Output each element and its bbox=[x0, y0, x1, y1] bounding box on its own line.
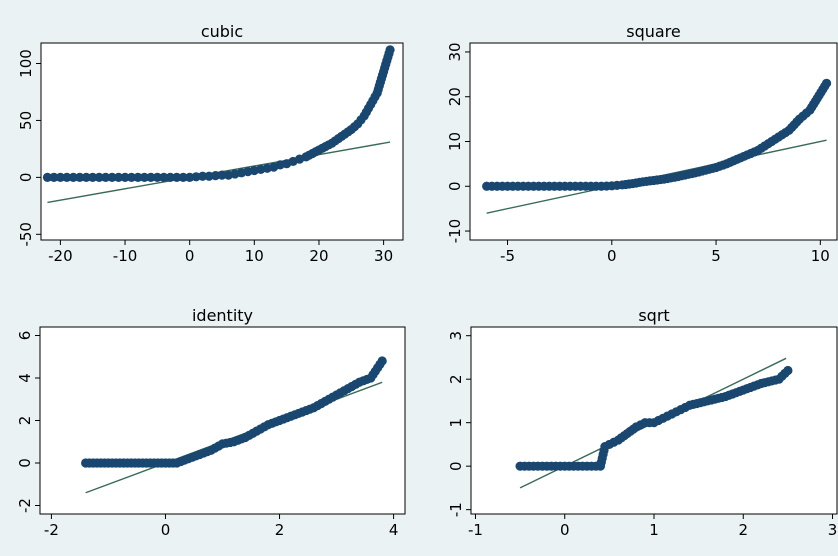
x-tick-label: -10 bbox=[113, 247, 138, 265]
data-point bbox=[107, 172, 117, 182]
data-point bbox=[49, 172, 59, 182]
panel-title: square bbox=[626, 22, 681, 41]
data-point bbox=[178, 172, 188, 182]
y-tick-label: -1 bbox=[447, 502, 465, 517]
x-tick-label: 0 bbox=[560, 521, 570, 539]
data-point bbox=[165, 172, 175, 182]
data-point bbox=[113, 172, 124, 182]
x-tick-label: 20 bbox=[309, 247, 328, 265]
data-point bbox=[377, 356, 387, 366]
data-point bbox=[55, 172, 65, 182]
y-tick-label: 30 bbox=[446, 42, 464, 61]
y-tick-label: -2 bbox=[16, 498, 34, 513]
y-tick-label: 4 bbox=[16, 373, 34, 383]
data-point bbox=[75, 172, 85, 182]
panel-identity: identity -2 0 2 4 -2 0 2 4 6 bbox=[16, 306, 406, 539]
panel-title: sqrt bbox=[638, 306, 669, 325]
data-point bbox=[217, 170, 227, 180]
panel-title: cubic bbox=[201, 22, 243, 41]
y-tick-label: 20 bbox=[446, 87, 464, 106]
x-tick-label: 2 bbox=[275, 521, 285, 539]
x-tick-label: 4 bbox=[389, 521, 399, 539]
x-tick-label: 0 bbox=[607, 247, 617, 265]
y-tick-label: 3 bbox=[447, 331, 465, 341]
data-point bbox=[126, 172, 137, 182]
y-tick-label: 0 bbox=[447, 461, 465, 471]
x-tick-label: 1 bbox=[649, 521, 659, 539]
data-point bbox=[94, 172, 104, 182]
panel-square: square -5 0 5 10 -10 0 10 20 30 bbox=[446, 22, 838, 265]
y-tick-label: 2 bbox=[16, 416, 34, 426]
y-tick-label: 6 bbox=[16, 331, 34, 341]
y-tick-label: 1 bbox=[447, 418, 465, 428]
data-point bbox=[385, 45, 395, 55]
y-tick-label: 100 bbox=[17, 49, 35, 78]
x-tick-label: 0 bbox=[161, 521, 171, 539]
data-point bbox=[68, 172, 78, 182]
data-point bbox=[88, 172, 98, 182]
x-tick-label: 5 bbox=[711, 247, 721, 265]
x-tick-label: 10 bbox=[245, 247, 264, 265]
x-tick-label: 3 bbox=[828, 521, 838, 539]
x-tick-label: 0 bbox=[185, 247, 195, 265]
x-tick-label: -20 bbox=[48, 247, 73, 265]
x-tick-label: -1 bbox=[468, 521, 483, 539]
panel-cubic: cubic -20 -10 0 10 20 30 -50 0 50 100 bbox=[17, 22, 404, 265]
y-tick-label: 2 bbox=[447, 374, 465, 384]
y-tick-label: -50 bbox=[17, 222, 35, 247]
data-point bbox=[172, 172, 182, 182]
data-point bbox=[198, 171, 208, 181]
data-point bbox=[101, 172, 111, 182]
data-point bbox=[146, 172, 156, 182]
x-tick-label: -5 bbox=[500, 247, 515, 265]
panel-sqrt: sqrt -1 0 1 2 3 -1 0 1 2 3 bbox=[447, 306, 838, 539]
y-tick-label: -10 bbox=[446, 219, 464, 244]
plot-region bbox=[40, 42, 404, 241]
y-tick-label: 50 bbox=[17, 111, 35, 130]
y-tick-label: 0 bbox=[16, 458, 34, 468]
x-tick-label: -2 bbox=[44, 521, 59, 539]
plot-region bbox=[39, 326, 406, 515]
data-point bbox=[133, 172, 143, 182]
data-point bbox=[42, 172, 53, 182]
y-tick-label: 10 bbox=[446, 132, 464, 151]
data-point bbox=[821, 78, 832, 88]
data-point bbox=[783, 365, 793, 376]
panel-title: identity bbox=[192, 306, 253, 325]
x-tick-label: 2 bbox=[738, 521, 748, 539]
y-tick-label: 0 bbox=[446, 181, 464, 191]
data-point bbox=[120, 172, 130, 182]
data-point bbox=[159, 172, 169, 182]
data-point bbox=[152, 172, 162, 182]
x-tick-label: 10 bbox=[811, 247, 830, 265]
data-point bbox=[139, 172, 150, 182]
y-tick-label: 0 bbox=[17, 173, 35, 183]
plot-region bbox=[469, 42, 838, 241]
x-tick-label: 30 bbox=[374, 247, 393, 265]
data-point bbox=[81, 172, 91, 182]
data-point bbox=[62, 172, 72, 182]
